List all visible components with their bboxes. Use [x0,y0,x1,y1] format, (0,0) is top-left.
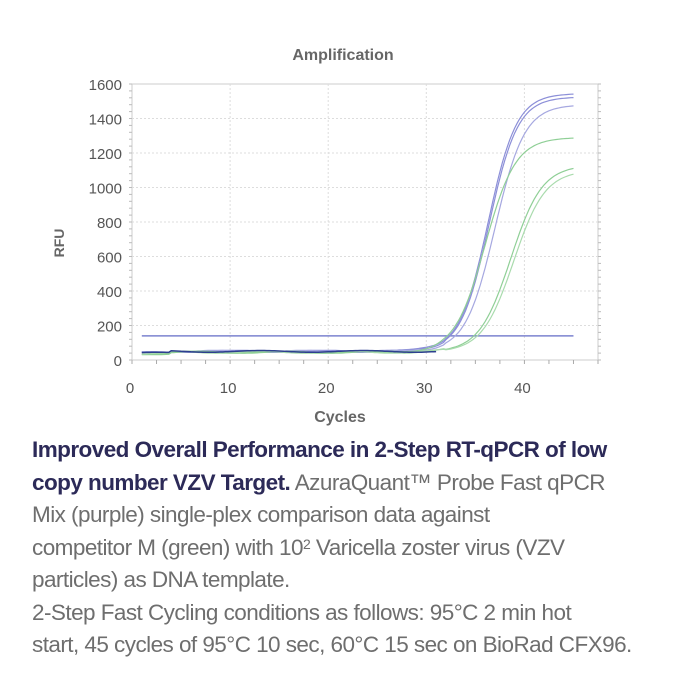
amplification-curve [141,167,574,356]
chart-title: Amplification [292,47,393,64]
y-tick-label: 1000 [89,181,122,198]
amplification-chart: Amplification Cycles RFU 020040060080010… [51,47,601,426]
y-tick-label: 200 [97,319,122,336]
caption-text: competitor M (green) with 10 [32,534,304,560]
y-tick-label: 0 [114,353,122,370]
y-tick-label: 600 [97,250,122,267]
y-tick-label: 1400 [89,112,122,129]
y-tick-label: 1200 [89,146,122,163]
caption-text: Mix (purple) single-plex comparison data… [32,502,490,527]
caption-text: AzuraQuant™ Probe Fast qPCR [290,469,606,495]
x-tick-label: 10 [220,380,237,397]
y-tick-label: 1600 [89,77,122,94]
y-tick-label: 400 [97,284,122,301]
caption-heading: Improved Overall Performance in 2-Step R… [32,437,607,462]
caption-heading-cont: copy number VZV Target. [32,469,291,495]
amplification-curve [141,173,574,355]
x-tick-label: 20 [318,380,335,397]
y-tick-label: 800 [97,215,122,232]
x-tick-label: 40 [514,380,531,397]
caption-text: particles) as DNA template. [32,567,290,592]
x-tick-label: 0 [126,380,134,397]
amplification-curve [141,137,574,356]
caption-text: Varicella zoster virus (VZV [310,534,565,560]
baseline-curve [141,349,437,354]
y-axis-label: RFU [51,229,67,258]
figure-caption: Improved Overall Performance in 2-Step R… [32,434,692,662]
amplification-curve [141,97,574,354]
caption-text: start, 45 cycles of 95°C 10 sec, 60°C 15… [32,632,632,657]
amplification-curve [141,93,574,353]
x-tick-label: 30 [416,380,433,397]
caption-superscript: 2 [302,535,311,552]
caption-text: 2-Step Fast Cycling conditions as follow… [32,599,572,625]
x-axis-label: Cycles [314,409,366,426]
